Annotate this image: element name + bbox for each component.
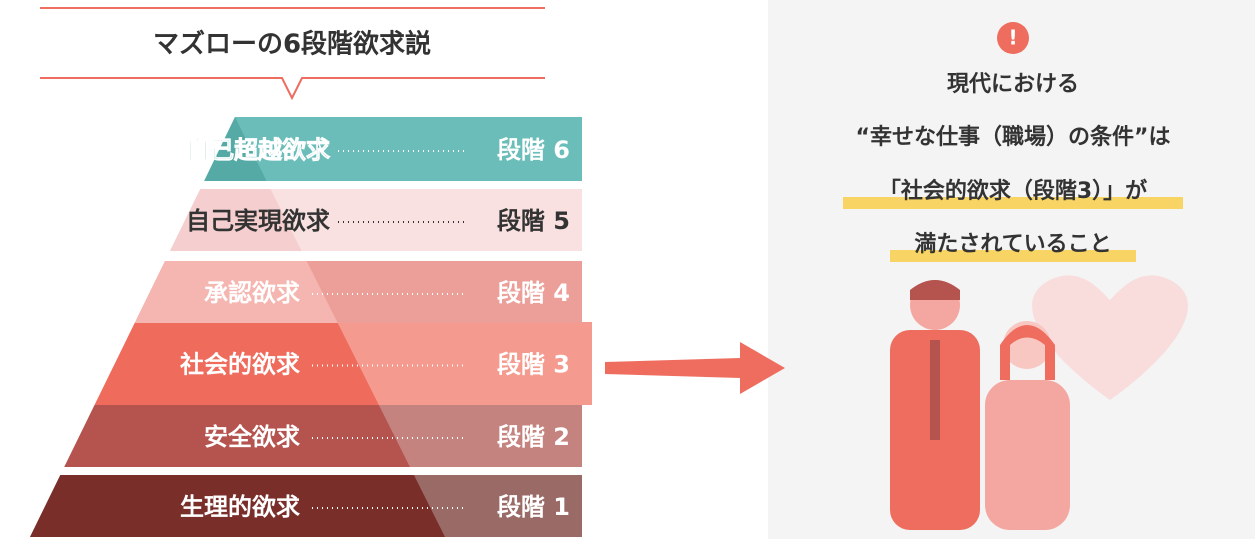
level-name: 承認欲求 xyxy=(204,279,300,307)
arrow xyxy=(605,342,785,394)
stage-label: 段階 5 xyxy=(497,207,570,235)
message-line: 満たされていること xyxy=(914,231,1111,257)
message-line: 現代における xyxy=(947,72,1079,97)
stage-label: 段階 2 xyxy=(497,423,570,451)
message-line: “幸せな仕事（職場）の条件”は xyxy=(856,124,1171,150)
stage-label: 段階 6 xyxy=(497,136,570,164)
level-name: 生理的欲求 xyxy=(180,493,300,521)
stage-label: 段階 1 xyxy=(497,493,570,521)
title: マズローの6段階欲求説 xyxy=(153,29,431,60)
alert-mark: ! xyxy=(1008,26,1017,50)
message-line: 「社会的欲求（段階3）」が xyxy=(879,178,1147,204)
level-name: 自己実現欲求 xyxy=(186,207,330,235)
level-name: 自己超越欲求 xyxy=(186,136,330,164)
pyramid: 生理的欲求 段階 1 安全欲求 段階 2 社会的欲求 段階 3 承認欲求 段階 4 自己実現欲求… xyxy=(30,117,592,537)
stage-label: 段階 4 xyxy=(497,279,570,307)
infographic: マズローの6段階欲求説 生理的欲求 段階 1 安全欲求 段階 2 社会的欲求 段階 3 承認… xyxy=(0,0,1255,539)
level-name: 社会的欲求 xyxy=(180,351,300,379)
level-name: 安全欲求 xyxy=(204,423,300,451)
stage-label: 段階 3 xyxy=(497,351,570,379)
title-rule xyxy=(40,78,545,98)
